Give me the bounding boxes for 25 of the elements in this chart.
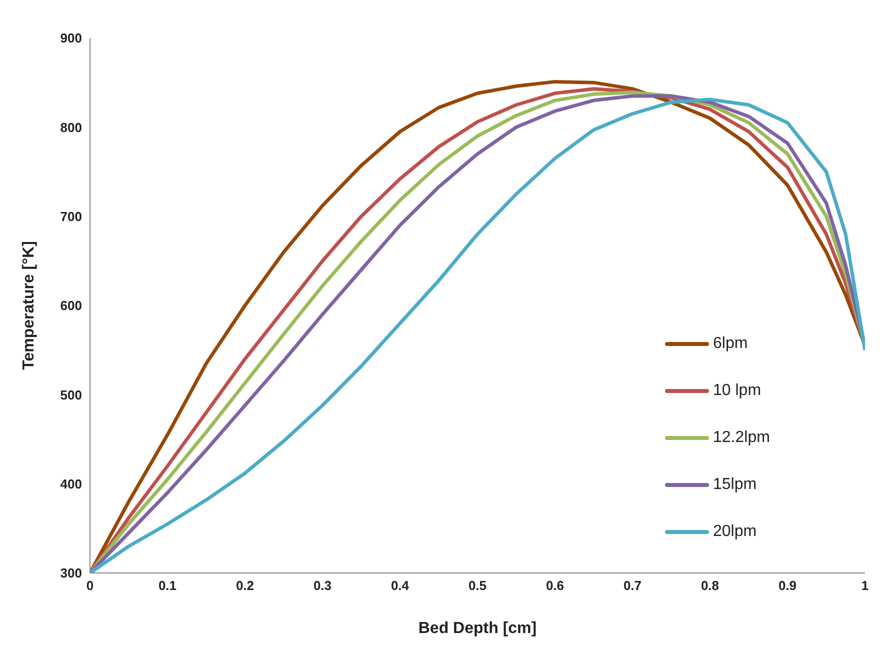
legend-label: 15lpm [713, 476, 757, 494]
y-tick-label: 500 [60, 387, 82, 402]
x-tick-label: 0.3 [313, 578, 332, 594]
y-tick-label: 600 [60, 298, 82, 314]
y-tick-label: 700 [60, 208, 82, 224]
y-tick-label: 400 [60, 476, 82, 492]
x-tick-label: 0.1 [158, 578, 177, 594]
legend-label: 10 lpm [713, 382, 762, 400]
x-axis-title: Bed Depth [cm] [418, 620, 537, 637]
y-tick-label: 900 [60, 30, 82, 46]
x-tick-label: 0.4 [390, 578, 410, 594]
x-tick-label: 0.5 [468, 578, 487, 594]
legend-label: 20lpm [713, 522, 757, 540]
x-tick-label: 1 [861, 578, 869, 594]
y-axis-title: Temperature [°K] [20, 241, 38, 370]
legend-label: 12.2lpm [713, 428, 770, 446]
x-tick-label: 0.7 [623, 578, 642, 594]
x-tick-label: 0.9 [778, 578, 797, 594]
x-tick-label: 0.6 [546, 578, 564, 594]
y-tick-label: 300 [60, 566, 82, 581]
x-tick-label: 0.8 [700, 578, 720, 594]
y-tick-label: 800 [60, 120, 82, 135]
x-tick-label: 0.2 [236, 578, 254, 594]
legend-label: 6lpm [713, 334, 748, 352]
x-tick-label: 0 [86, 578, 94, 594]
